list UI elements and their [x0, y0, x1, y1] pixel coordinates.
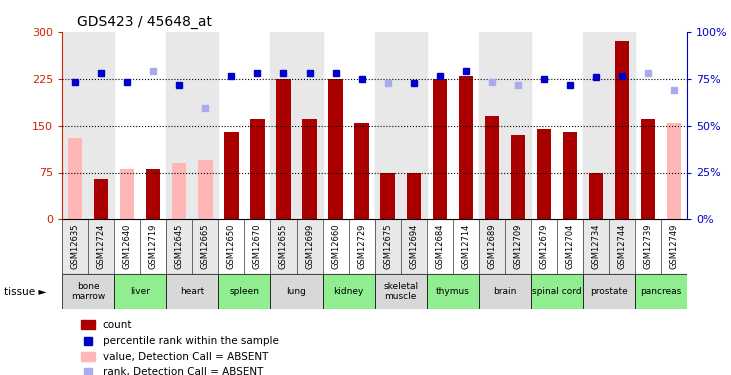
Bar [276, 79, 291, 219]
Bar [219, 274, 270, 309]
Text: GSM12744: GSM12744 [618, 224, 626, 269]
Bar [537, 129, 551, 219]
Text: pancreas: pancreas [640, 287, 682, 296]
Text: spleen: spleen [230, 287, 260, 296]
Text: GSM12719: GSM12719 [149, 224, 158, 269]
Bar [328, 79, 343, 219]
Text: GSM12645: GSM12645 [175, 224, 183, 269]
Text: GSM12714: GSM12714 [461, 224, 470, 269]
Bar [322, 274, 374, 309]
Text: value, Detection Call = ABSENT: value, Detection Call = ABSENT [103, 351, 268, 361]
Bar [406, 172, 421, 219]
Text: GSM12724: GSM12724 [96, 224, 106, 269]
Bar [374, 274, 427, 309]
Text: GSM12640: GSM12640 [123, 224, 132, 269]
Bar [120, 170, 135, 219]
Bar [641, 119, 655, 219]
Bar [167, 274, 219, 309]
Text: GSM12635: GSM12635 [71, 224, 80, 269]
Text: GSM12679: GSM12679 [539, 224, 548, 269]
Bar [270, 219, 322, 274]
Text: GSM12660: GSM12660 [331, 224, 340, 269]
Bar [250, 119, 265, 219]
Bar [114, 274, 167, 309]
Bar [583, 219, 635, 274]
Text: heart: heart [181, 287, 205, 296]
Bar [485, 116, 499, 219]
Bar [224, 132, 238, 219]
Bar [173, 163, 186, 219]
Text: GSM12689: GSM12689 [488, 224, 496, 269]
Bar [615, 41, 629, 219]
Bar [62, 32, 114, 219]
Text: GSM12684: GSM12684 [435, 224, 444, 269]
Bar [458, 76, 473, 219]
Text: GSM12650: GSM12650 [227, 224, 236, 269]
Text: spinal cord: spinal cord [532, 287, 582, 296]
Bar [479, 274, 531, 309]
Text: prostate: prostate [590, 287, 628, 296]
Bar [219, 219, 270, 274]
Bar [511, 135, 525, 219]
Bar [583, 274, 635, 309]
Text: GSM12739: GSM12739 [643, 224, 653, 269]
Bar [583, 32, 635, 219]
Bar [667, 123, 681, 219]
Bar [322, 219, 374, 274]
Text: thymus: thymus [436, 287, 470, 296]
Bar [381, 172, 395, 219]
Bar [81, 352, 94, 361]
Bar [635, 274, 687, 309]
Text: tissue ►: tissue ► [4, 287, 46, 297]
Text: GSM12655: GSM12655 [279, 224, 288, 269]
Bar [167, 219, 219, 274]
Text: rank, Detection Call = ABSENT: rank, Detection Call = ABSENT [103, 367, 263, 375]
Text: GSM12704: GSM12704 [566, 224, 575, 269]
Bar [355, 123, 368, 219]
Text: GSM12749: GSM12749 [670, 224, 678, 269]
Bar [167, 32, 219, 219]
Bar [635, 219, 687, 274]
Bar [146, 170, 160, 219]
Text: GSM12675: GSM12675 [383, 224, 392, 269]
Text: GSM12699: GSM12699 [305, 224, 314, 269]
Bar [81, 320, 94, 329]
Bar [62, 274, 114, 309]
Bar [374, 219, 427, 274]
Text: count: count [103, 320, 132, 330]
Text: GSM12694: GSM12694 [409, 224, 418, 269]
Text: skeletal
muscle: skeletal muscle [383, 282, 418, 301]
Text: GSM12665: GSM12665 [201, 224, 210, 269]
Bar [94, 179, 108, 219]
Text: GSM12670: GSM12670 [253, 224, 262, 269]
Text: liver: liver [130, 287, 151, 296]
Bar [531, 274, 583, 309]
Text: percentile rank within the sample: percentile rank within the sample [103, 336, 279, 346]
Bar [427, 274, 479, 309]
Text: bone
marrow: bone marrow [71, 282, 105, 301]
Text: lung: lung [287, 287, 306, 296]
Bar [114, 219, 167, 274]
Bar [198, 160, 213, 219]
Bar [531, 219, 583, 274]
Text: GSM12729: GSM12729 [357, 224, 366, 269]
Text: GSM12734: GSM12734 [591, 224, 600, 269]
Bar [427, 219, 479, 274]
Bar [62, 219, 114, 274]
Bar [374, 32, 427, 219]
Bar [303, 119, 317, 219]
Text: GDS423 / 45648_at: GDS423 / 45648_at [77, 15, 212, 29]
Text: GSM12709: GSM12709 [513, 224, 523, 269]
Bar [270, 32, 322, 219]
Bar [479, 219, 531, 274]
Text: brain: brain [493, 287, 517, 296]
Bar [563, 132, 577, 219]
Bar [270, 274, 322, 309]
Bar [589, 172, 603, 219]
Bar [433, 79, 447, 219]
Bar [68, 138, 83, 219]
Bar [479, 32, 531, 219]
Text: kidney: kidney [333, 287, 364, 296]
